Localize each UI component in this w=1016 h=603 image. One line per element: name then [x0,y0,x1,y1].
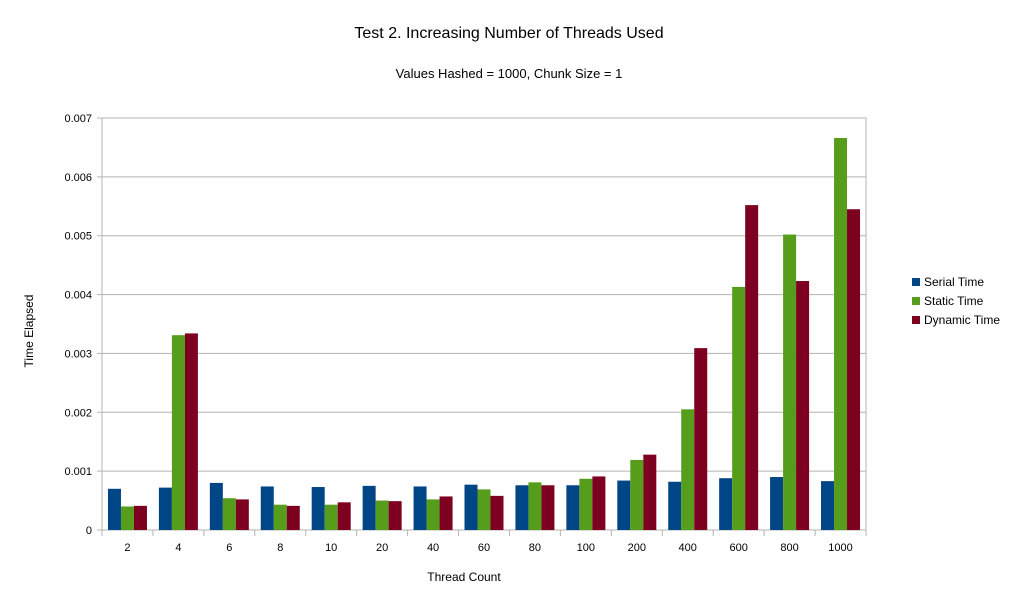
x-axis-ticks: 2 4 6 8 10 20 40 60 80 100 200 400 600 800 1000 [101,530,867,554]
bar [694,348,708,530]
bar [311,487,325,530]
bar [388,501,402,530]
bar [592,476,606,530]
bar [796,281,810,530]
legend: Serial Time Static Time Dynamic Time [912,275,1000,327]
bar [286,505,300,530]
bar [235,499,249,530]
y-axis-label: Time Elapsed [22,295,36,368]
legend-label: Static Time [924,294,984,308]
x-tick-label: 800 [780,542,798,554]
bar [770,477,784,530]
x-tick-label: 60 [478,542,490,554]
legend-swatch [912,297,920,305]
bar [158,487,172,530]
x-tick-label: 80 [529,542,541,554]
bar [579,478,593,530]
y-tick-label: 0.001 [64,466,92,478]
bar [821,481,835,530]
bar [490,495,504,530]
y-tick-label: 0.003 [64,348,92,360]
bar [719,478,733,530]
bar [528,482,542,530]
bar [133,505,147,530]
bar [107,488,121,530]
bar [541,485,555,530]
legend-label: Dynamic Time [924,313,1000,327]
bar [120,506,134,530]
legend-swatch [912,316,920,324]
bar [783,234,797,530]
chart-title: Test 2. Increasing Number of Threads Use… [354,25,663,42]
x-tick-label: 600 [729,542,747,554]
legend-swatch [912,278,920,286]
bar [273,504,287,530]
x-axis-label: Thread Count [427,570,501,584]
bar [732,286,746,530]
bar [630,459,644,530]
y-axis-ticks: 0 0.001 0.002 0.003 0.004 0.005 0.006 0.007 [64,113,102,537]
y-tick-label: 0.004 [64,290,92,302]
x-tick-label: 1000 [828,542,852,554]
y-tick-label: 0 [86,525,92,537]
bar [324,504,338,530]
bar [847,209,861,530]
x-tick-label: 200 [628,542,646,554]
bar [668,481,682,530]
x-tick-label: 10 [325,542,337,554]
x-tick-label: 100 [577,542,595,554]
bar [439,496,453,530]
x-tick-label: 20 [376,542,388,554]
bar [426,499,440,530]
x-tick-label: 6 [226,542,232,554]
y-tick-label: 0.002 [64,407,92,419]
bar [260,486,274,530]
bar [834,138,848,531]
bar [477,489,491,530]
x-tick-label: 2 [124,542,130,554]
bar [566,485,580,530]
bar [681,409,695,530]
bar [209,482,223,530]
bar [337,502,351,530]
bar [171,335,185,530]
bar [745,205,759,530]
y-tick-label: 0.007 [64,113,92,125]
gridlines [102,117,866,531]
x-tick-label: 40 [427,542,439,554]
bar [375,500,389,530]
bars [107,138,861,531]
bar [617,480,631,530]
x-tick-label: 4 [175,542,181,554]
x-tick-label: 8 [277,542,283,554]
bar [464,484,478,530]
y-tick-label: 0.005 [64,231,92,243]
bar [643,454,657,530]
bar [184,333,198,530]
x-tick-label: 400 [679,542,697,554]
chart-subtitle: Values Hashed = 1000, Chunk Size = 1 [396,66,623,81]
bar [362,485,376,530]
bar [222,498,236,530]
y-tick-label: 0.006 [64,172,92,184]
bar [515,485,529,530]
legend-label: Serial Time [924,275,984,289]
bar [413,486,427,530]
